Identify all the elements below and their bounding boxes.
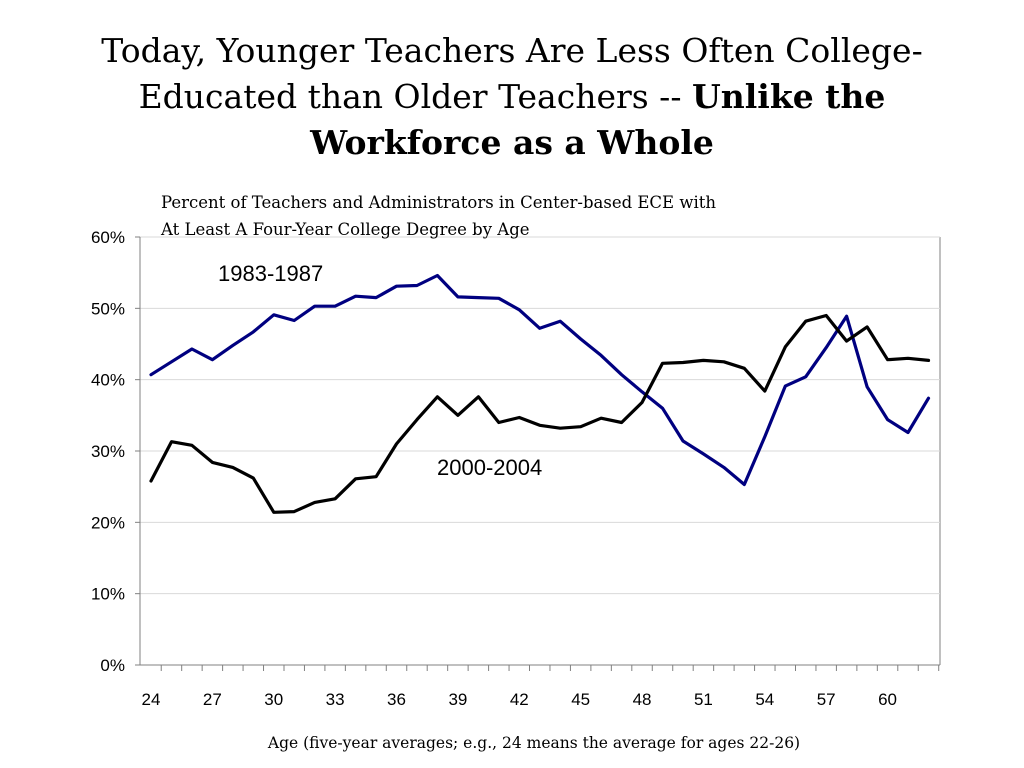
x-tick-label: 57 — [817, 690, 836, 709]
series-label-1983-1987: 1983-1987 — [218, 261, 323, 286]
y-tick-label: 20% — [91, 513, 125, 532]
x-tick-label: 54 — [755, 690, 774, 709]
gridlines — [135, 236, 940, 666]
x-tick-label: 60 — [878, 690, 897, 709]
x-tick-label: 45 — [571, 690, 590, 709]
x-tick-label: 48 — [633, 690, 652, 709]
slide-title-bold: Unlike the Workforce as a Whole — [310, 77, 886, 162]
series-label-2000-2004: 2000-2004 — [437, 455, 542, 480]
y-tick-label: 60% — [91, 228, 125, 247]
y-tick-label: 50% — [91, 299, 125, 318]
slide-title: Today, Younger Teachers Are Less Often C… — [40, 28, 984, 166]
y-tick-label: 30% — [91, 442, 125, 461]
x-tick-labels: 24 27 30 33 36 39 42 45 48 51 54 57 60 — [142, 690, 897, 709]
x-tick-label: 36 — [387, 690, 406, 709]
x-tick-label: 24 — [142, 690, 161, 709]
x-tick-label: 30 — [264, 690, 283, 709]
series-lines — [149, 273, 931, 514]
x-tick-label: 27 — [203, 690, 222, 709]
x-axis-label: Age (five-year averages; e.g., 24 means … — [267, 734, 800, 752]
chart-subtitle-line-2: At Least A Four-Year College Degree by A… — [160, 220, 530, 239]
chart-subtitle-line-1: Percent of Teachers and Administrators i… — [161, 193, 716, 212]
series-line-1983-1987 — [149, 273, 931, 487]
x-tick-label: 51 — [694, 690, 713, 709]
x-tick-label: 39 — [448, 690, 467, 709]
x-tick-label: 42 — [510, 690, 529, 709]
x-minor-ticks — [160, 665, 940, 671]
slide-title-plain: Today, Younger Teachers Are Less Often C… — [101, 31, 923, 116]
y-tick-labels: 0% 10% 20% 30% 40% 50% 60% — [91, 228, 125, 675]
y-tick-label: 0% — [100, 656, 125, 675]
y-tick-label: 40% — [91, 371, 125, 390]
x-tick-label: 33 — [326, 690, 345, 709]
series-line-2000-2004 — [149, 313, 931, 514]
y-tick-label: 10% — [91, 585, 125, 604]
